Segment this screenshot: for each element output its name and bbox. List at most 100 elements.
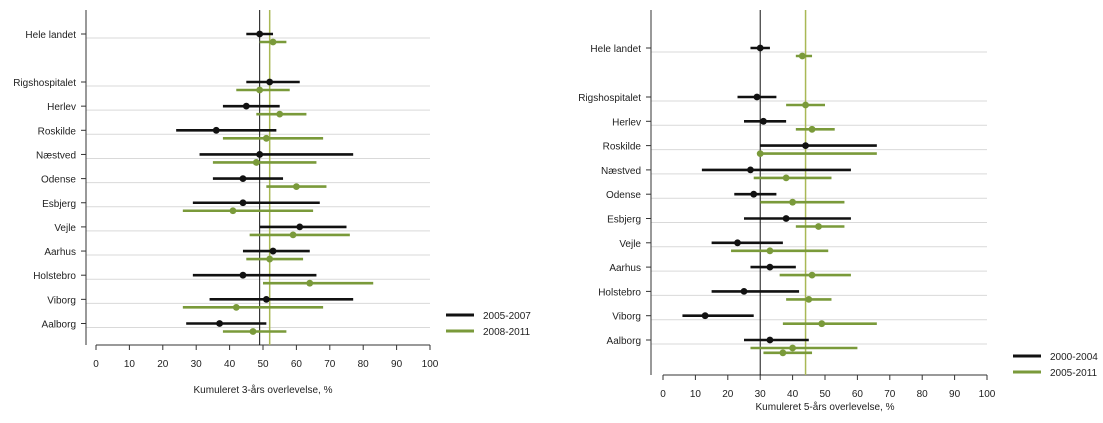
point-estimate-0-3-1 <box>262 134 270 142</box>
x-tick-label-0-4: 40 <box>224 359 236 370</box>
x-tick-label-0-6: 60 <box>291 359 303 370</box>
x-tick-label-0-1: 10 <box>124 359 136 370</box>
row-label-1-6: Esbjerg <box>607 215 641 226</box>
row-label-1-1: Rigshospitalet <box>578 93 641 104</box>
point-estimate-0-2-0 <box>242 102 250 110</box>
point-estimate-0-11-0 <box>216 320 223 327</box>
row-label-0-10: Viborg <box>47 295 76 306</box>
point-estimate-1-0-1 <box>798 52 806 60</box>
x-tick-label-0-0: 0 <box>93 359 99 370</box>
point-estimate-1-3-1 <box>756 150 764 158</box>
point-estimate-0-7-1 <box>289 231 297 239</box>
row-label-1-0: Hele landet <box>590 44 641 55</box>
point-estimate-1-4-0 <box>747 166 754 174</box>
x-tick-label-0-9: 90 <box>391 359 403 370</box>
point-estimate-0-0-0 <box>256 30 264 38</box>
point-estimate-1-2-1 <box>808 125 816 133</box>
x-tick-label-1-1: 10 <box>690 389 702 400</box>
x-tick-label-1-7: 70 <box>884 389 896 400</box>
point-estimate-1-11-1 <box>789 344 796 352</box>
point-estimate-1-10-0 <box>701 312 709 320</box>
point-estimate-1-8-1 <box>808 271 816 279</box>
legend-label-1-1: 2005-2011 <box>1050 368 1098 379</box>
point-estimate-0-2-1 <box>276 110 284 118</box>
point-estimate-1-11-0 <box>766 336 774 344</box>
legend-label-0-1: 2008-2011 <box>483 327 531 338</box>
point-estimate-1-5-0 <box>750 190 758 198</box>
row-label-0-3: Roskilde <box>38 126 77 137</box>
point-estimate-0-10-1 <box>232 303 240 311</box>
point-estimate-0-9-1 <box>306 279 314 287</box>
point-estimate-0-4-0 <box>256 151 264 158</box>
x-tick-label-1-3: 30 <box>755 389 767 400</box>
point-estimate-extra-1 <box>779 349 787 357</box>
x-tick-label-0-5: 50 <box>257 359 269 370</box>
point-estimate-1-9-1 <box>805 296 813 303</box>
x-tick-label-0-8: 80 <box>358 359 370 370</box>
row-label-0-2: Herlev <box>47 102 76 113</box>
point-estimate-0-8-0 <box>269 247 277 255</box>
x-tick-label-1-0: 0 <box>660 389 666 400</box>
point-estimate-1-2-0 <box>760 117 767 125</box>
point-estimate-1-3-0 <box>802 142 809 150</box>
row-label-1-8: Aarhus <box>609 263 641 274</box>
x-tick-label-0-7: 70 <box>324 359 336 370</box>
point-estimate-0-5-0 <box>239 175 247 183</box>
point-estimate-1-10-1 <box>818 320 826 328</box>
point-estimate-0-0-1 <box>269 38 277 46</box>
row-label-1-7: Vejle <box>619 239 641 250</box>
x-tick-label-0-10: 100 <box>422 359 439 370</box>
point-estimate-1-6-1 <box>815 223 822 230</box>
row-label-0-0: Hele landet <box>25 30 76 41</box>
row-label-0-8: Aarhus <box>44 247 76 258</box>
row-label-0-11: Aalborg <box>42 320 76 331</box>
point-estimate-1-6-0 <box>782 215 790 222</box>
legend-label-0-0: 2005-2007 <box>483 311 531 322</box>
point-estimate-0-6-1 <box>229 207 237 215</box>
point-estimate-0-6-0 <box>239 199 247 207</box>
row-label-0-1: Rigshospitalet <box>13 78 76 89</box>
legend-label-1-0: 2000-2004 <box>1050 352 1098 363</box>
x-tick-label-1-6: 60 <box>852 389 864 400</box>
x-tick-label-0-2: 20 <box>157 359 169 370</box>
x-tick-label-1-10: 100 <box>979 389 996 400</box>
point-estimate-1-7-1 <box>766 247 774 255</box>
row-label-1-11: Aalborg <box>607 336 641 347</box>
row-label-0-5: Odense <box>41 175 76 186</box>
x-tick-label-1-5: 50 <box>819 389 831 400</box>
point-estimate-0-1-1 <box>256 86 264 94</box>
x-axis-label-0: Kumuleret 3-års overlevelse, % <box>194 384 333 396</box>
row-label-0-6: Esbjerg <box>42 199 76 210</box>
point-estimate-1-1-1 <box>802 101 809 109</box>
x-tick-label-1-4: 40 <box>787 389 799 400</box>
row-label-1-2: Herlev <box>612 117 641 128</box>
x-tick-label-1-9: 90 <box>949 389 961 400</box>
row-label-1-5: Odense <box>606 190 641 201</box>
row-label-0-7: Vejle <box>54 223 76 234</box>
x-axis-label-1: Kumuleret 5-års overlevelse, % <box>756 401 895 413</box>
point-estimate-0-11-1 <box>249 328 257 335</box>
point-estimate-1-0-0 <box>756 44 764 52</box>
x-tick-label-1-2: 20 <box>722 389 734 400</box>
point-estimate-0-7-0 <box>296 223 304 231</box>
point-estimate-0-3-0 <box>212 126 220 134</box>
point-estimate-0-5-1 <box>293 183 300 191</box>
row-label-1-3: Roskilde <box>603 142 642 153</box>
point-estimate-1-9-0 <box>740 288 748 295</box>
x-tick-label-0-3: 30 <box>191 359 203 370</box>
row-label-1-4: Næstved <box>601 166 641 177</box>
point-estimate-0-10-0 <box>262 295 270 303</box>
point-estimate-1-5-1 <box>789 198 796 206</box>
row-label-1-9: Holstebro <box>598 287 641 298</box>
row-label-1-10: Viborg <box>612 312 641 323</box>
point-estimate-1-4-1 <box>782 174 790 182</box>
point-estimate-0-1-0 <box>266 78 274 86</box>
point-estimate-0-8-1 <box>266 255 274 263</box>
point-estimate-1-8-0 <box>766 263 774 271</box>
row-label-0-4: Næstved <box>36 150 76 161</box>
x-tick-label-1-8: 80 <box>917 389 929 400</box>
row-label-0-9: Holstebro <box>33 271 76 282</box>
point-estimate-1-1-0 <box>753 93 761 101</box>
